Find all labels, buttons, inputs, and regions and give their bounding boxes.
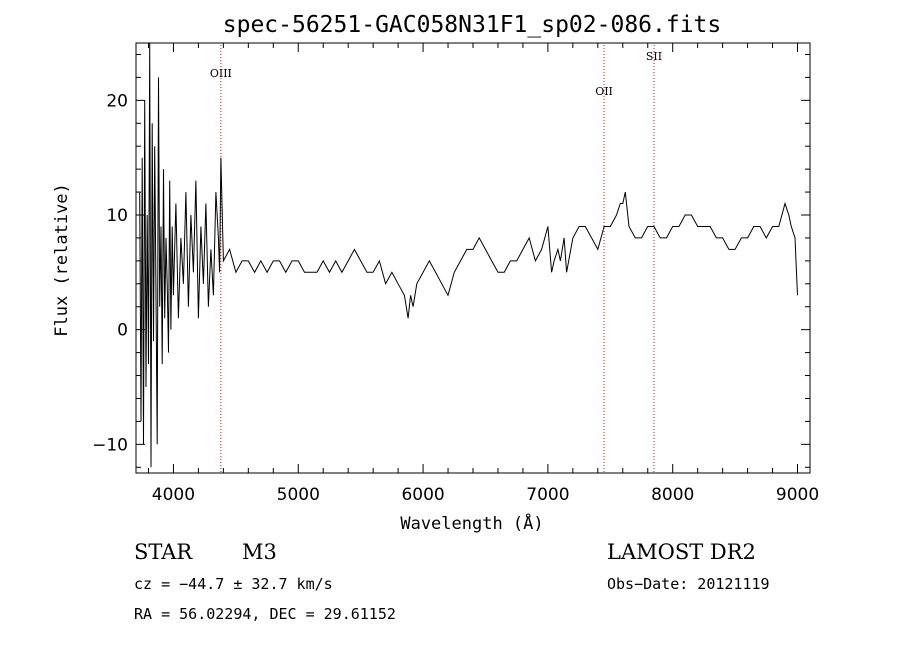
plot-frame	[135, 42, 811, 474]
x-tick-label: 7000	[526, 485, 569, 505]
y-tick-label: 0	[117, 321, 128, 341]
annotation-label: OII	[595, 85, 613, 98]
x-tick-label: 8000	[651, 485, 694, 505]
y-tick-label: 10	[106, 206, 128, 226]
object-subclass: M3	[242, 540, 277, 564]
line-annotations: OIII OII SII	[210, 45, 662, 473]
x-tick-label: 6000	[401, 485, 444, 505]
redshift-velocity: cz = −44.7 ± 32.7 km/s	[134, 575, 333, 593]
observation-date: Obs−Date: 20121119	[607, 575, 770, 593]
x-tick-label: 5000	[277, 485, 320, 505]
spectrum-line	[139, 42, 798, 468]
y-tick-label: 20	[106, 91, 128, 111]
coordinates: RA = 56.02294, DEC = 29.61152	[134, 605, 396, 623]
y-axis-label: Flux (relative)	[52, 183, 72, 337]
annotation-label: SII	[646, 50, 662, 63]
x-axis-label: Wavelength (Å)	[400, 512, 543, 534]
annotation-label: OIII	[210, 67, 232, 80]
object-class: STAR	[134, 540, 193, 564]
survey-name: LAMOST DR2	[607, 540, 756, 564]
y-tick-label: −10	[92, 435, 128, 455]
x-tick-label: 4000	[152, 485, 195, 505]
chart-title: spec-56251-GAC058N31F1_sp02-086.fits	[223, 12, 722, 38]
x-tick-label: 9000	[776, 485, 819, 505]
axis-ticks: 4000 5000 6000 7000 8000 9000 −10 0 10 20	[92, 43, 819, 505]
